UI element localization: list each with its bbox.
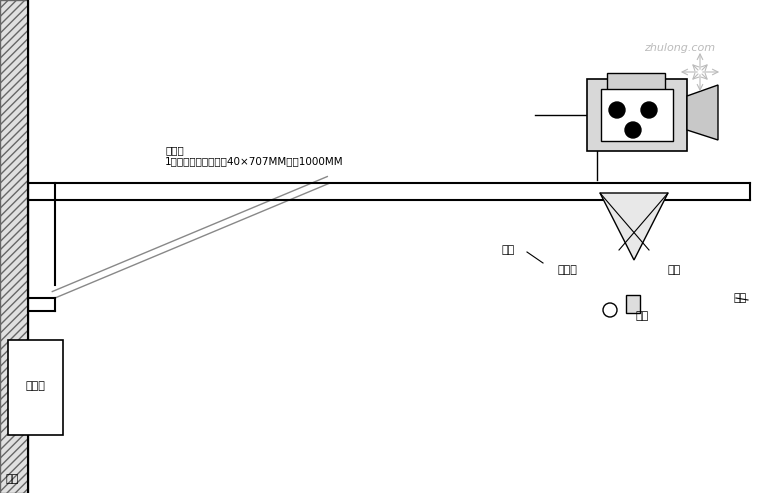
- Polygon shape: [687, 85, 718, 140]
- Circle shape: [609, 102, 625, 118]
- Bar: [601, 89, 673, 141]
- Bar: [626, 295, 640, 313]
- Circle shape: [641, 102, 657, 118]
- Circle shape: [603, 303, 617, 317]
- Text: 说明：
1、横杆采用镌锌角锄40×707MM长剗1000MM: 说明： 1、横杆采用镌锌角锄40×707MM长剗1000MM: [165, 145, 344, 167]
- Text: zhulong.com: zhulong.com: [644, 43, 716, 53]
- Circle shape: [625, 122, 641, 138]
- Bar: [607, 73, 665, 91]
- Text: 横杆: 横杆: [734, 293, 747, 303]
- Text: 固定点: 固定点: [558, 265, 578, 275]
- Text: 联丝: 联丝: [636, 311, 649, 321]
- Bar: [8, 340, 63, 435]
- Text: 墙体: 墙体: [5, 474, 18, 484]
- Text: 排管: 排管: [502, 245, 515, 255]
- Text: 设备箱: 设备箱: [25, 381, 45, 391]
- Polygon shape: [600, 193, 668, 260]
- Bar: [587, 79, 687, 151]
- Bar: [0, 0, 28, 493]
- Text: 支撇: 支撇: [668, 265, 681, 275]
